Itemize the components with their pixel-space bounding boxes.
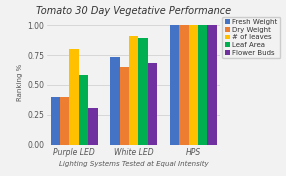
Bar [179, 25, 188, 145]
Bar [79, 75, 88, 145]
Bar [60, 97, 69, 145]
Bar [138, 38, 148, 145]
Bar [110, 57, 120, 145]
Legend: Fresh Weight, Dry Weight, # of leaves, Leaf Area, Flower Buds: Fresh Weight, Dry Weight, # of leaves, L… [222, 17, 280, 58]
Bar [51, 97, 60, 145]
Title: Tomato 30 Day Vegetative Performance: Tomato 30 Day Vegetative Performance [36, 6, 231, 15]
Bar [170, 25, 179, 145]
Bar [188, 25, 198, 145]
Bar [69, 49, 79, 145]
Bar [120, 67, 129, 145]
Bar [207, 25, 217, 145]
Bar [129, 36, 138, 145]
X-axis label: Lighting Systems Tested at Equal Intensity: Lighting Systems Tested at Equal Intensi… [59, 161, 208, 167]
Y-axis label: Ranking %: Ranking % [17, 63, 23, 101]
Bar [198, 25, 207, 145]
Bar [88, 108, 98, 145]
Bar [148, 63, 157, 145]
